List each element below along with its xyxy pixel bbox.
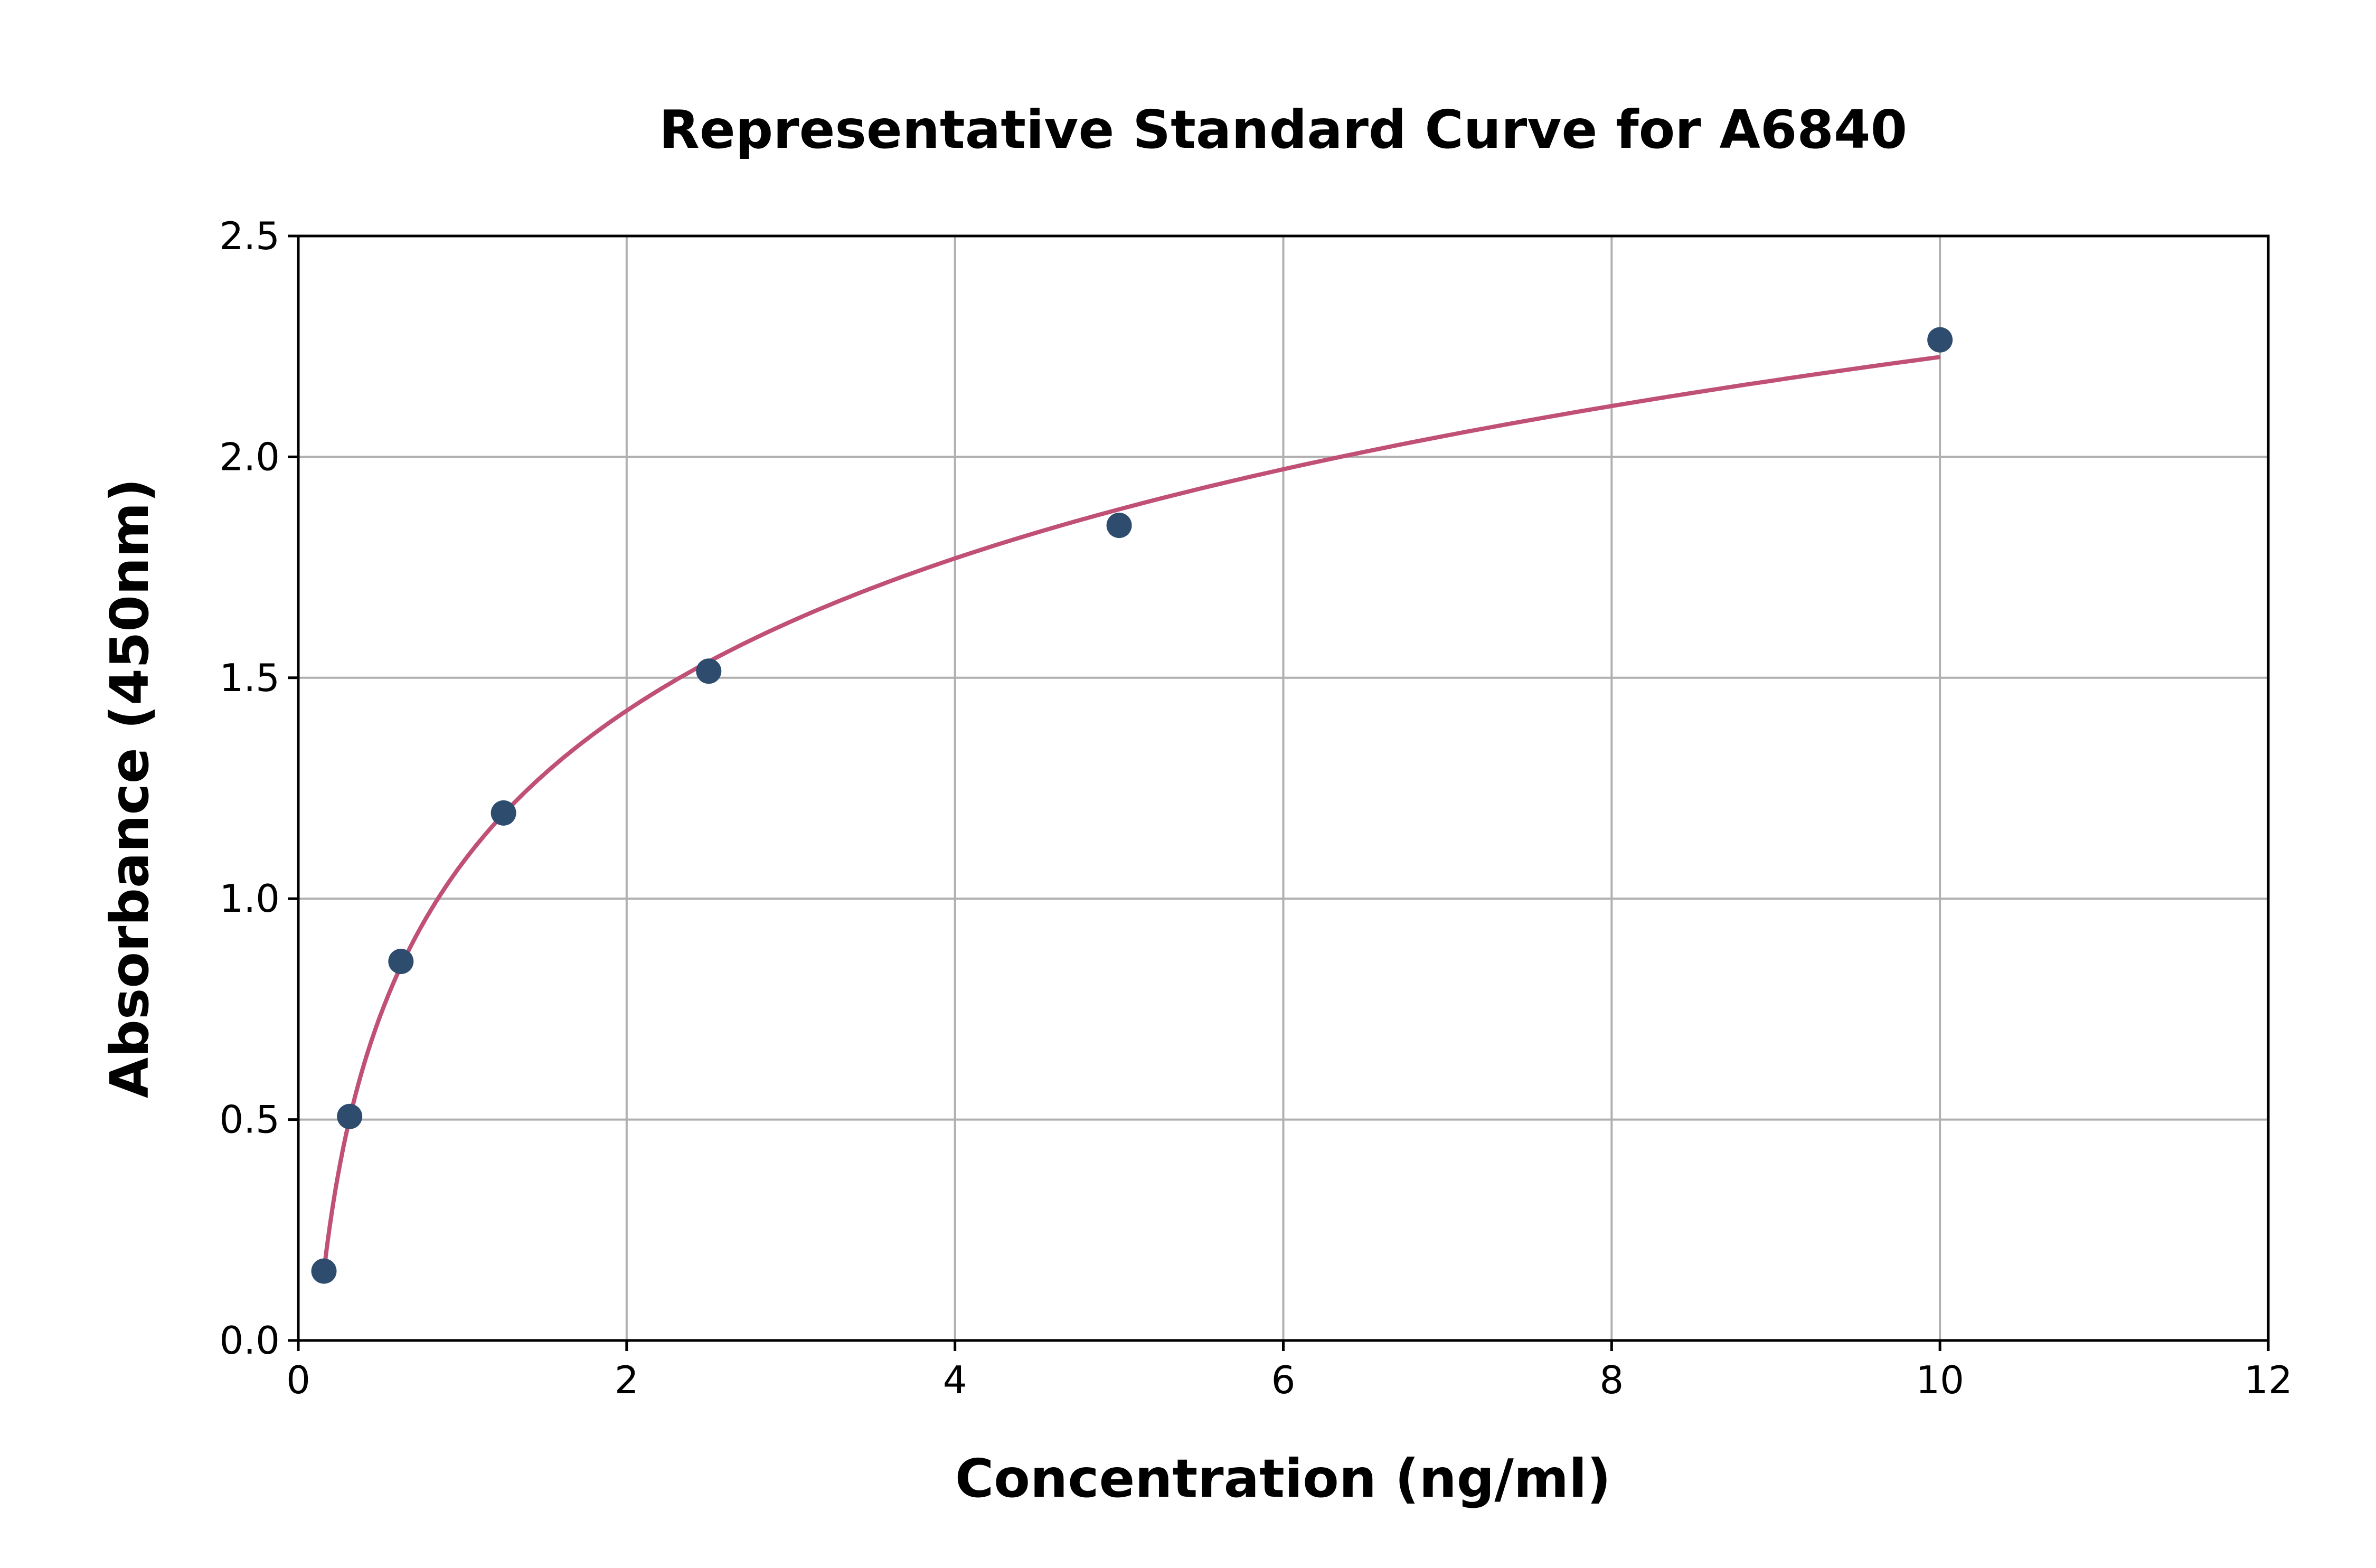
x-tick-label: 2 (615, 1358, 639, 1402)
x-axis-label: Concentration (ng/ml) (955, 1448, 1611, 1509)
data-point (337, 1103, 363, 1129)
y-tick-label: 1.0 (219, 876, 280, 921)
y-tick-label: 1.5 (219, 656, 280, 700)
y-tick-label: 2.0 (219, 434, 280, 479)
x-tick-label: 12 (2244, 1358, 2293, 1402)
y-axis-label: Absorbance (450nm) (99, 478, 161, 1098)
y-tick-label: 0.0 (219, 1318, 280, 1363)
x-tick-label: 4 (943, 1358, 967, 1402)
x-tick-label: 6 (1271, 1358, 1296, 1402)
data-point (1927, 327, 1953, 353)
fit-curve (322, 355, 1940, 1272)
x-tick-label: 8 (1599, 1358, 1624, 1402)
y-tick-label: 0.5 (219, 1098, 280, 1142)
y-axis-ticks: 0.0 0.5 1.0 1.5 2.0 2.5 (219, 214, 298, 1363)
grid (297, 235, 2269, 1342)
x-tick-label: 10 (1916, 1358, 1964, 1402)
data-points (311, 327, 1953, 1284)
data-point (491, 800, 516, 826)
data-point (696, 658, 722, 684)
data-point (311, 1258, 337, 1284)
x-tick-label: 0 (286, 1358, 310, 1402)
y-tick-label: 2.5 (219, 214, 280, 258)
data-point (1106, 513, 1132, 539)
data-point (388, 949, 414, 975)
chart-title: Representative Standard Curve for A6840 (659, 99, 1907, 160)
x-axis-ticks: 0 2 4 6 8 10 12 (286, 1340, 2293, 1402)
